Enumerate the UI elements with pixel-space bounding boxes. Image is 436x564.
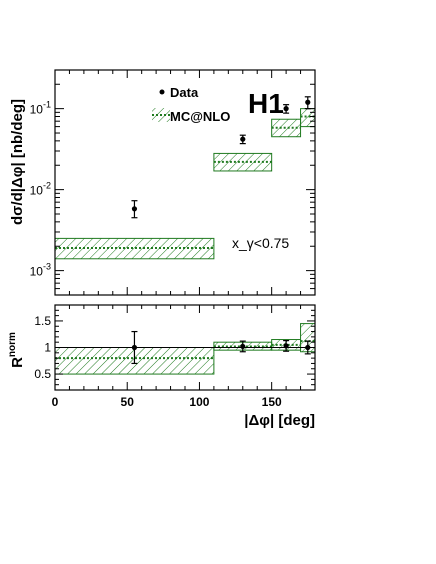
top-mc-bands — [54, 108, 316, 260]
data-point — [240, 343, 246, 350]
bottom-panel: 0.5 1 1.5 0 50 100 150 Rnorm |Δφ| [deg] — [7, 304, 316, 429]
data-point — [240, 136, 246, 142]
legend: Data MC@NLO — [152, 85, 230, 124]
bottom-y-axis-label-main: R — [9, 357, 26, 368]
y-tick-label-base: 10 — [30, 265, 44, 279]
x-tick-label: 100 — [189, 395, 209, 409]
top-y-ticks: 10-310-210-1 — [30, 83, 315, 296]
data-point — [131, 206, 138, 212]
top-data-points — [131, 96, 311, 219]
data-point — [283, 343, 289, 349]
x-tick-label: 50 — [121, 395, 135, 409]
top-x-ticks — [54, 70, 316, 295]
bottom-y-ticks: 0.5 1 1.5 — [34, 309, 315, 386]
data-point — [131, 344, 138, 351]
y-tick-label-exp: -2 — [43, 181, 51, 191]
y-tick-label: 10-3 — [30, 262, 51, 279]
top-frame — [54, 69, 316, 296]
y-tick-label-exp: -1 — [43, 100, 51, 110]
top-y-axis-label: dσ/d|Δφ| [nb/deg] — [9, 99, 26, 225]
y-tick-label-exp: -3 — [43, 262, 51, 272]
y-tick-label: 10-2 — [30, 181, 51, 198]
y-tick-label: 1 — [44, 341, 51, 355]
x-tick-label: 150 — [262, 395, 282, 409]
data-point — [305, 99, 311, 105]
y-tick-label-base: 10 — [30, 103, 44, 117]
y-tick-label-base: 10 — [30, 184, 44, 198]
bottom-frame — [54, 304, 316, 391]
y-tick-label: 10-1 — [30, 100, 51, 117]
y-tick-label: 0.5 — [34, 367, 51, 381]
legend-data-label: Data — [170, 85, 199, 100]
cut-label: x_γ<0.75 — [232, 235, 289, 251]
h1-logo: H1 — [248, 88, 284, 119]
top-panel: 10-310-210-1 H1 Data MC@NLO x_γ<0.75 dσ/… — [9, 69, 316, 296]
y-tick-label: 1.5 — [34, 314, 51, 328]
mc-band — [54, 237, 215, 260]
data-point — [283, 106, 289, 112]
x-axis-label: |Δφ| [deg] — [244, 412, 315, 429]
bottom-mc-bands — [54, 323, 316, 375]
legend-data-marker — [159, 89, 165, 95]
legend-mc-label: MC@NLO — [170, 109, 230, 124]
x-tick-label: 0 — [52, 395, 59, 409]
mc-band — [300, 108, 316, 128]
bottom-y-axis-label-sup: norm — [7, 332, 18, 357]
bottom-y-axis-label: Rnorm — [7, 332, 26, 368]
